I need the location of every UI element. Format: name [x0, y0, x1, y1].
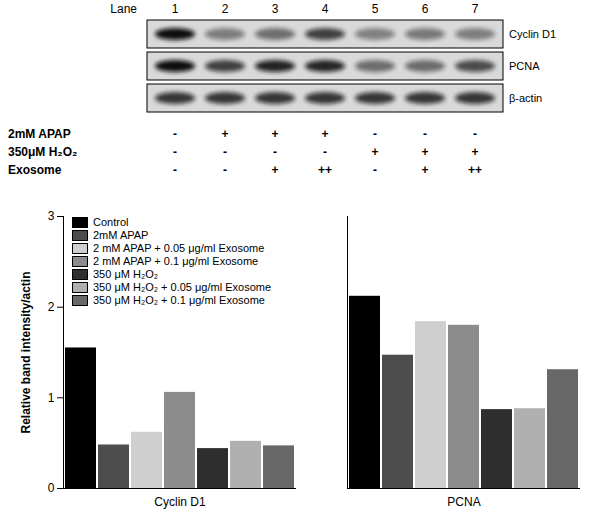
svg-text:6: 6 [422, 2, 429, 16]
svg-text:3: 3 [48, 209, 55, 223]
html-text:2 mM APAP + 0.05 μg/ml Exosome: 2 mM APAP + 0.05 μg/ml Exosome [93, 242, 265, 254]
svg-text:+: + [371, 145, 378, 159]
html-text:2 mM APAP + 0.1 μg/ml Exosome: 2 mM APAP + 0.1 μg/ml Exosome [93, 255, 259, 267]
svg-text:-: - [173, 163, 177, 177]
svg-text:5: 5 [372, 2, 379, 16]
html-text:350 μM H₂O₂ + 0.1 μg/ml Exosom: 350 μM H₂O₂ + 0.1 μg/ml Exosome [93, 294, 265, 306]
svg-text:Cyclin D1: Cyclin D1 [509, 28, 556, 40]
svg-text:-: - [473, 127, 477, 141]
svg-text:2: 2 [48, 300, 55, 314]
svg-text:++: ++ [468, 163, 482, 177]
svg-text:-: - [373, 127, 377, 141]
html-text:350 μM H₂O₂: 350 μM H₂O₂ [93, 268, 158, 280]
svg-text:7: 7 [472, 2, 479, 16]
svg-text:0: 0 [48, 481, 55, 495]
svg-text:Lane: Lane [110, 2, 137, 16]
svg-text:1: 1 [48, 391, 55, 405]
svg-text:+: + [321, 127, 328, 141]
svg-text:-: - [323, 145, 327, 159]
svg-text:-: - [173, 145, 177, 159]
svg-text:1: 1 [172, 2, 179, 16]
html-text:Control: Control [93, 216, 129, 228]
svg-text:+: + [471, 145, 478, 159]
svg-text:-: - [273, 145, 277, 159]
svg-text:2mM APAP: 2mM APAP [8, 127, 71, 141]
svg-text:Cyclin D1: Cyclin D1 [154, 495, 206, 509]
svg-text:+: + [221, 127, 228, 141]
svg-text:+: + [271, 127, 278, 141]
svg-text:+: + [271, 163, 278, 177]
svg-text:-: - [223, 145, 227, 159]
svg-text:3: 3 [272, 2, 279, 16]
html-text:2mM APAP: 2mM APAP [93, 229, 149, 241]
svg-text:2: 2 [222, 2, 229, 16]
svg-text:4: 4 [322, 2, 329, 16]
svg-text:β-actin: β-actin [509, 92, 542, 104]
html-text:350 μM H₂O₂ + 0.05 μg/ml Exoso: 350 μM H₂O₂ + 0.05 μg/ml Exosome [93, 281, 271, 293]
svg-text:350μM H₂O₂: 350μM H₂O₂ [8, 145, 77, 159]
svg-text:-: - [373, 163, 377, 177]
svg-text:-: - [173, 127, 177, 141]
svg-text:-: - [223, 163, 227, 177]
svg-text:PCNA: PCNA [447, 495, 480, 509]
svg-text:Exosome: Exosome [8, 163, 62, 177]
svg-text:Relative band intensity/actin: Relative band intensity/actin [19, 271, 33, 433]
svg-text:++: ++ [318, 163, 332, 177]
svg-text:+: + [421, 163, 428, 177]
svg-text:+: + [421, 145, 428, 159]
svg-text:-: - [423, 127, 427, 141]
svg-text:PCNA: PCNA [509, 60, 540, 72]
